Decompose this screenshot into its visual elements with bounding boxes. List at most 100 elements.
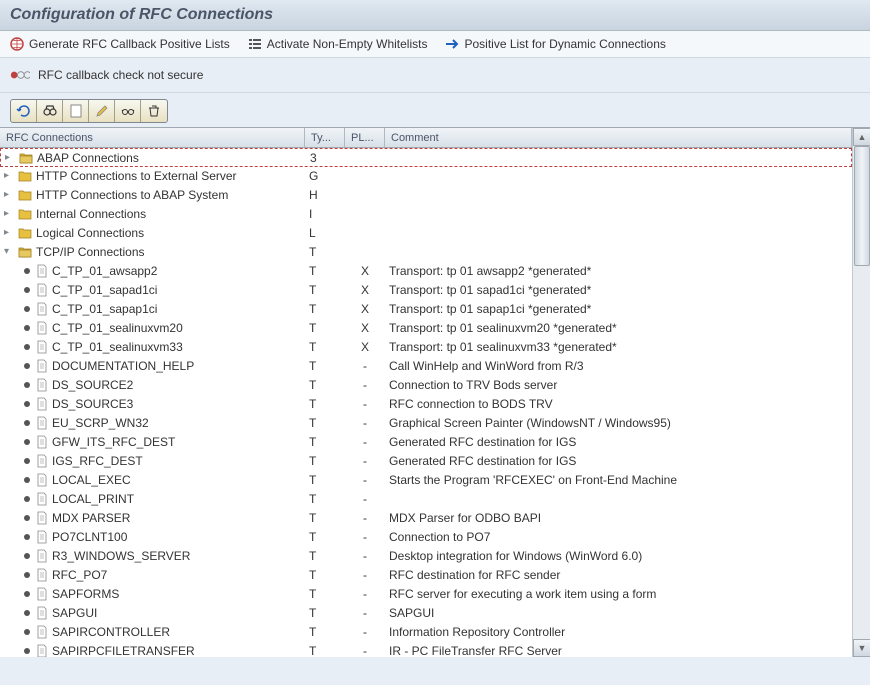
document-icon — [36, 511, 48, 525]
connection-name: MDX PARSER — [52, 511, 130, 525]
expand-icon[interactable]: ▸ — [5, 153, 15, 163]
bullet-icon — [24, 534, 30, 540]
connection-row[interactable]: SAPIRPCFILETRANSFER T - IR - PC FileTran… — [0, 642, 852, 657]
document-icon — [36, 549, 48, 563]
connection-row[interactable]: DOCUMENTATION_HELP T - Call WinHelp and … — [0, 357, 852, 376]
document-icon — [36, 302, 48, 316]
connection-row[interactable]: IGS_RFC_DEST T - Generated RFC destinati… — [0, 452, 852, 471]
connection-row[interactable]: LOCAL_EXEC T - Starts the Program 'RFCEX… — [0, 471, 852, 490]
connection-name: DS_SOURCE2 — [52, 378, 133, 392]
folder-row[interactable]: ▸ HTTP Connections to External Server G — [0, 167, 852, 186]
document-icon — [36, 473, 48, 487]
connection-row[interactable]: C_TP_01_sapad1ci T X Transport: tp 01 sa… — [0, 281, 852, 300]
connection-row[interactable]: R3_WINDOWS_SERVER T - Desktop integratio… — [0, 547, 852, 566]
pl-cell: - — [345, 378, 385, 392]
tree-body: ▸ ABAP Connections 3 ▸ HTTP Connections … — [0, 148, 852, 657]
document-icon — [36, 340, 48, 354]
connection-name: LOCAL_EXEC — [52, 473, 131, 487]
connection-name: DS_SOURCE3 — [52, 397, 133, 411]
connection-row[interactable]: MDX PARSER T - MDX Parser for ODBO BAPI — [0, 509, 852, 528]
vertical-scrollbar[interactable]: ▲ ▼ — [852, 128, 870, 657]
expand-icon[interactable]: ▸ — [4, 209, 14, 219]
generate-label: Generate RFC Callback Positive Lists — [29, 37, 230, 51]
positive-list-button[interactable]: Positive List for Dynamic Connections — [445, 37, 665, 51]
folder-label: HTTP Connections to External Server — [36, 169, 237, 183]
folder-row[interactable]: ▾ TCP/IP Connections T — [0, 243, 852, 262]
type-cell: T — [305, 454, 345, 468]
folder-row[interactable]: ▸ HTTP Connections to ABAP System H — [0, 186, 852, 205]
refresh-icon — [16, 103, 32, 119]
edit-button[interactable] — [89, 100, 115, 122]
connection-name: PO7CLNT100 — [52, 530, 127, 544]
expand-icon[interactable]: ▸ — [4, 171, 14, 181]
folder-closed-icon — [18, 189, 32, 201]
comment-cell: Transport: tp 01 sapad1ci *generated* — [385, 283, 852, 297]
comment-cell: Information Repository Controller — [385, 625, 852, 639]
folder-row[interactable]: ▸ ABAP Connections 3 — [0, 148, 852, 167]
scroll-thumb[interactable] — [854, 146, 870, 266]
connection-row[interactable]: C_TP_01_sealinuxvm20 T X Transport: tp 0… — [0, 319, 852, 338]
type-cell: T — [305, 340, 345, 354]
pl-cell: - — [345, 530, 385, 544]
refresh-button[interactable] — [11, 100, 37, 122]
collapse-icon[interactable]: ▾ — [4, 247, 14, 257]
pl-cell: - — [345, 587, 385, 601]
connection-row[interactable]: SAPFORMS T - RFC server for executing a … — [0, 585, 852, 604]
document-icon — [36, 454, 48, 468]
folder-closed-icon — [18, 170, 32, 182]
bullet-icon — [24, 458, 30, 464]
bullet-icon — [24, 648, 30, 654]
connection-row[interactable]: C_TP_01_sapap1ci T X Transport: tp 01 sa… — [0, 300, 852, 319]
type-cell: T — [305, 359, 345, 373]
comment-cell: RFC server for executing a work item usi… — [385, 587, 852, 601]
document-icon — [36, 397, 48, 411]
connection-row[interactable]: PO7CLNT100 T - Connection to PO7 — [0, 528, 852, 547]
comment-cell: RFC connection to BODS TRV — [385, 397, 852, 411]
comment-cell: MDX Parser for ODBO BAPI — [385, 511, 852, 525]
scroll-up-button[interactable]: ▲ — [853, 128, 870, 146]
icon-toolbar — [0, 93, 870, 127]
pl-cell: - — [345, 568, 385, 582]
bullet-icon — [24, 306, 30, 312]
folder-row[interactable]: ▸ Internal Connections I — [0, 205, 852, 224]
comment-cell: Starts the Program 'RFCEXEC' on Front-En… — [385, 473, 852, 487]
scroll-down-button[interactable]: ▼ — [853, 639, 870, 657]
connection-row[interactable]: SAPIRCONTROLLER T - Information Reposito… — [0, 623, 852, 642]
connection-row[interactable]: LOCAL_PRINT T - — [0, 490, 852, 509]
type-cell: T — [305, 587, 345, 601]
connection-name: C_TP_01_sealinuxvm33 — [52, 340, 183, 354]
activate-whitelists-button[interactable]: Activate Non-Empty Whitelists — [248, 37, 428, 51]
connection-row[interactable]: DS_SOURCE2 T - Connection to TRV Bods se… — [0, 376, 852, 395]
connection-row[interactable]: RFC_PO7 T - RFC destination for RFC send… — [0, 566, 852, 585]
find-button[interactable] — [37, 100, 63, 122]
connection-name: IGS_RFC_DEST — [52, 454, 143, 468]
bullet-icon — [24, 515, 30, 521]
expand-icon[interactable]: ▸ — [4, 190, 14, 200]
arrow-right-icon — [445, 37, 459, 51]
column-comment[interactable]: Comment — [385, 128, 852, 147]
folder-row[interactable]: ▸ Logical Connections L — [0, 224, 852, 243]
display-button[interactable] — [115, 100, 141, 122]
connection-row[interactable]: C_TP_01_awsapp2 T X Transport: tp 01 aws… — [0, 262, 852, 281]
pl-cell: - — [345, 511, 385, 525]
column-name[interactable]: RFC Connections — [0, 128, 305, 147]
type-cell: T — [305, 302, 345, 316]
expand-icon[interactable]: ▸ — [4, 228, 14, 238]
connection-row[interactable]: EU_SCRP_WN32 T - Graphical Screen Painte… — [0, 414, 852, 433]
document-icon — [36, 359, 48, 373]
bullet-icon — [24, 629, 30, 635]
connection-row[interactable]: SAPGUI T - SAPGUI — [0, 604, 852, 623]
connection-row[interactable]: GFW_ITS_RFC_DEST T - Generated RFC desti… — [0, 433, 852, 452]
column-pl[interactable]: PL... — [345, 128, 385, 147]
document-icon — [36, 606, 48, 620]
connection-row[interactable]: C_TP_01_sealinuxvm33 T X Transport: tp 0… — [0, 338, 852, 357]
column-type[interactable]: Ty... — [305, 128, 345, 147]
generate-callback-button[interactable]: Generate RFC Callback Positive Lists — [10, 37, 230, 51]
positive-label: Positive List for Dynamic Connections — [464, 37, 665, 51]
connection-row[interactable]: DS_SOURCE3 T - RFC connection to BODS TR… — [0, 395, 852, 414]
comment-cell: Graphical Screen Painter (WindowsNT / Wi… — [385, 416, 852, 430]
status-text: RFC callback check not secure — [38, 68, 203, 82]
delete-button[interactable] — [141, 100, 167, 122]
type-cell: T — [305, 644, 345, 657]
create-button[interactable] — [63, 100, 89, 122]
